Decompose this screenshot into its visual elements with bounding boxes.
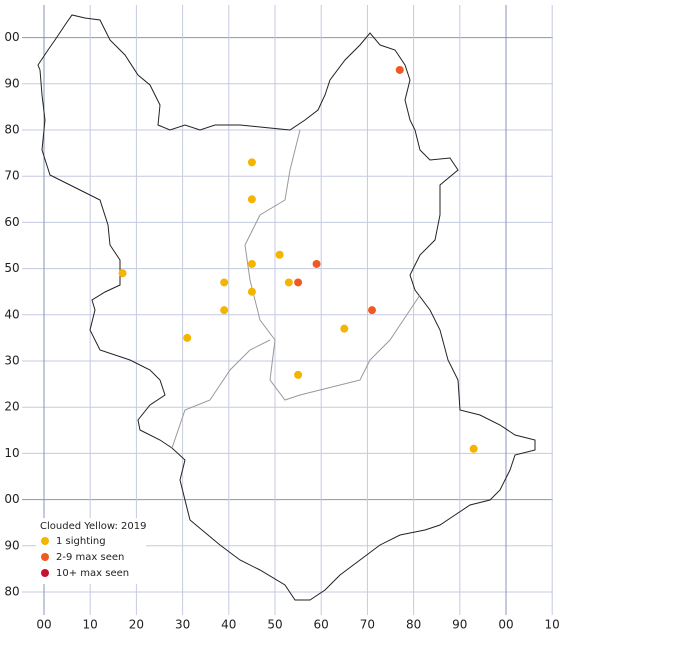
- sighting: [368, 306, 377, 315]
- legend-swatch: [41, 569, 49, 577]
- y-tick-label: 30: [4, 354, 19, 368]
- legend-title: Clouded Yellow: 2019: [40, 521, 146, 532]
- y-tick-label: 90: [4, 76, 19, 90]
- district-boundary: [244, 129, 421, 401]
- legend-swatch: [41, 537, 49, 545]
- sighting: [118, 269, 127, 278]
- x-tick-label: 40: [221, 618, 236, 632]
- sighting: [469, 444, 478, 453]
- x-tick-label: 10: [545, 618, 560, 632]
- x-tick-label: 50: [267, 618, 282, 632]
- sighting: [220, 306, 229, 315]
- y-tick-label: 90: [4, 538, 19, 552]
- x-tick-label: 00: [36, 618, 51, 632]
- y-tick-label: 00: [4, 492, 19, 506]
- sighting: [247, 195, 256, 204]
- x-tick-label: 90: [452, 618, 467, 632]
- x-tick-label: 70: [360, 618, 375, 632]
- district-boundary: [171, 339, 271, 449]
- sighting: [294, 370, 303, 379]
- y-tick-label: 40: [4, 307, 19, 321]
- x-tick-label: 00: [498, 618, 513, 632]
- y-tick-label: 80: [4, 123, 19, 137]
- x-tick-label: 10: [83, 618, 98, 632]
- sighting: [275, 250, 284, 259]
- legend-label: 2-9 max seen: [56, 552, 124, 563]
- x-tick-label: 20: [129, 618, 144, 632]
- sighting: [395, 65, 404, 74]
- legend-swatch: [41, 553, 49, 561]
- sighting: [183, 333, 192, 342]
- sighting: [340, 324, 349, 333]
- y-tick-label: 00: [4, 30, 19, 44]
- legend-label: 1 sighting: [56, 536, 106, 547]
- y-tick-label: 10: [4, 446, 19, 460]
- sighting: [294, 278, 303, 287]
- sighting: [247, 287, 256, 296]
- x-tick-label: 60: [314, 618, 329, 632]
- sighting: [220, 278, 229, 287]
- legend-label: 10+ max seen: [56, 568, 129, 579]
- legend-background: [36, 518, 146, 584]
- y-tick-label: 60: [4, 215, 19, 229]
- sighting: [247, 158, 256, 167]
- sighting: [247, 259, 256, 268]
- sighting: [312, 259, 321, 268]
- y-tick-label: 70: [4, 169, 19, 183]
- county-boundary: [37, 14, 536, 601]
- y-tick-label: 80: [4, 585, 19, 599]
- y-tick-label: 50: [4, 261, 19, 275]
- x-tick-label: 30: [175, 618, 190, 632]
- sighting: [284, 278, 293, 287]
- y-tick-label: 20: [4, 400, 19, 414]
- x-tick-label: 80: [406, 618, 421, 632]
